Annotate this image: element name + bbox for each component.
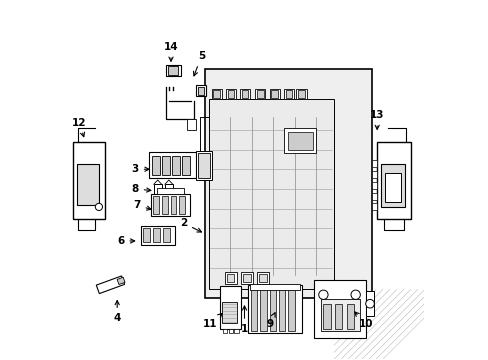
Bar: [376, 142, 410, 220]
Bar: [227, 90, 234, 98]
Bar: [296, 89, 306, 99]
Text: 9: 9: [265, 313, 275, 329]
Bar: [151, 194, 190, 216]
Bar: [224, 272, 236, 284]
Text: 12: 12: [72, 118, 86, 137]
Bar: [371, 203, 376, 211]
Circle shape: [350, 290, 360, 300]
Bar: [143, 228, 150, 242]
Bar: [172, 156, 179, 175]
Bar: [269, 89, 279, 99]
Bar: [168, 66, 178, 75]
Bar: [208, 99, 333, 289]
Bar: [284, 89, 293, 99]
Text: 10: 10: [354, 312, 373, 329]
Bar: [242, 274, 250, 282]
Text: 2: 2: [180, 218, 201, 232]
Bar: [287, 132, 312, 149]
Bar: [278, 288, 285, 330]
Bar: [269, 288, 276, 330]
Bar: [258, 274, 266, 282]
Bar: [220, 286, 241, 329]
Bar: [384, 173, 400, 202]
Bar: [240, 89, 250, 99]
Bar: [164, 184, 172, 194]
Text: 13: 13: [369, 111, 384, 129]
Text: 1: 1: [241, 306, 247, 334]
Bar: [73, 142, 105, 220]
Text: 7: 7: [133, 200, 151, 210]
Bar: [152, 156, 159, 175]
Bar: [223, 329, 227, 333]
Bar: [213, 90, 219, 98]
Bar: [371, 171, 376, 178]
Bar: [222, 302, 236, 323]
Circle shape: [318, 290, 327, 300]
Bar: [166, 64, 180, 76]
Bar: [225, 89, 235, 99]
Bar: [162, 156, 169, 175]
Bar: [371, 193, 376, 200]
Bar: [228, 329, 233, 333]
Bar: [371, 160, 376, 167]
Text: 8: 8: [131, 184, 150, 194]
Bar: [255, 89, 265, 99]
Bar: [204, 69, 371, 298]
Bar: [198, 87, 204, 95]
Bar: [156, 188, 183, 194]
Bar: [196, 150, 212, 180]
Bar: [346, 304, 353, 329]
Bar: [298, 90, 304, 98]
Bar: [257, 90, 263, 98]
Bar: [260, 288, 266, 330]
Bar: [314, 280, 366, 338]
Bar: [196, 85, 206, 96]
Bar: [179, 197, 184, 214]
Bar: [226, 274, 234, 282]
Text: 4: 4: [113, 301, 121, 323]
Bar: [117, 277, 125, 284]
Bar: [153, 228, 160, 242]
Bar: [182, 156, 189, 175]
Bar: [271, 90, 277, 98]
Bar: [247, 285, 301, 333]
Bar: [335, 304, 342, 329]
Bar: [285, 90, 292, 98]
Bar: [140, 226, 174, 244]
Bar: [241, 272, 252, 284]
Bar: [198, 153, 210, 178]
Text: 3: 3: [131, 164, 149, 174]
Bar: [149, 152, 196, 178]
Bar: [257, 272, 268, 284]
Bar: [287, 288, 294, 330]
Bar: [371, 182, 376, 189]
Text: 6: 6: [117, 236, 134, 246]
Bar: [284, 128, 316, 153]
Circle shape: [365, 300, 373, 308]
Bar: [381, 164, 404, 207]
Bar: [153, 184, 162, 194]
Bar: [77, 164, 99, 205]
Text: 5: 5: [193, 51, 204, 76]
Bar: [323, 304, 330, 329]
Bar: [234, 329, 238, 333]
Circle shape: [95, 203, 102, 211]
Bar: [187, 119, 196, 130]
Bar: [249, 284, 300, 291]
Bar: [250, 288, 257, 330]
Text: 14: 14: [163, 42, 178, 61]
Bar: [320, 299, 359, 331]
Bar: [366, 291, 373, 316]
Bar: [170, 197, 176, 214]
Bar: [162, 197, 167, 214]
Bar: [211, 89, 221, 99]
Text: 11: 11: [203, 314, 222, 329]
Bar: [242, 90, 248, 98]
Bar: [153, 197, 159, 214]
Bar: [96, 276, 124, 293]
Bar: [163, 228, 169, 242]
